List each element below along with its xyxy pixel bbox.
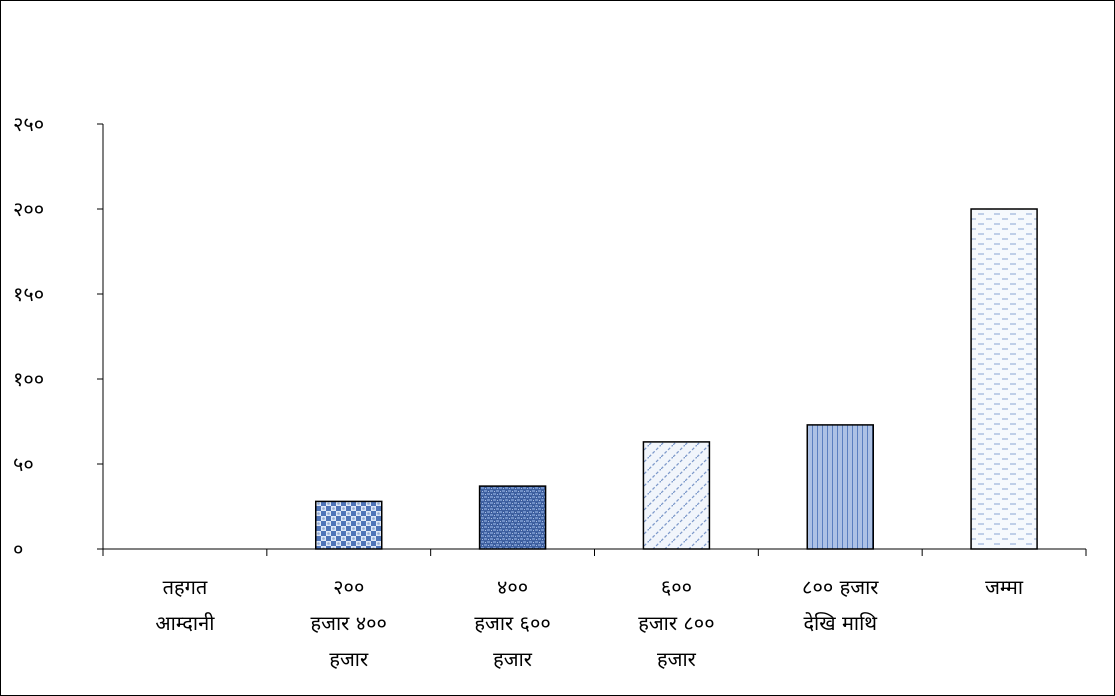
y-tick-label: १०० bbox=[13, 367, 44, 391]
x-tick-label: तहगत bbox=[163, 575, 208, 599]
x-tick-label: २०० bbox=[333, 575, 364, 599]
x-tick-label: हजार bbox=[657, 647, 697, 671]
labels: ० ५० १०० १५० २०० २५० तहगत आम्दानी २०० हजार ४०० हजा… bbox=[13, 112, 1024, 671]
y-tick-label: ० bbox=[13, 537, 23, 561]
x-tick-label: हजार ८०० bbox=[638, 611, 714, 635]
x-tick-label: देखि माथि bbox=[803, 611, 878, 635]
x-tick-label: हजार bbox=[329, 647, 369, 671]
y-tick-label: ५० bbox=[13, 452, 34, 476]
x-tick-label: जम्मा bbox=[985, 575, 1024, 599]
x-tick-label: ६०० bbox=[661, 575, 692, 599]
y-tick-label: १५० bbox=[13, 282, 44, 306]
bar bbox=[806, 424, 874, 550]
x-tick-label: हजार ४०० bbox=[311, 611, 387, 635]
bar bbox=[970, 208, 1038, 550]
x-tick-label: हजार bbox=[493, 647, 533, 671]
x-tick-label: ८०० हजार bbox=[802, 575, 879, 599]
bar bbox=[642, 441, 711, 550]
bar bbox=[315, 500, 383, 550]
x-tick-label: ४०० bbox=[497, 575, 528, 599]
y-tick-label: २५० bbox=[13, 112, 44, 136]
x-tick-label: आम्दानी bbox=[155, 611, 215, 635]
bars bbox=[315, 208, 1038, 550]
axes bbox=[97, 123, 1087, 556]
bar bbox=[478, 485, 547, 550]
x-tick-label: हजार ६०० bbox=[474, 611, 550, 635]
y-tick-label: २०० bbox=[13, 197, 44, 221]
